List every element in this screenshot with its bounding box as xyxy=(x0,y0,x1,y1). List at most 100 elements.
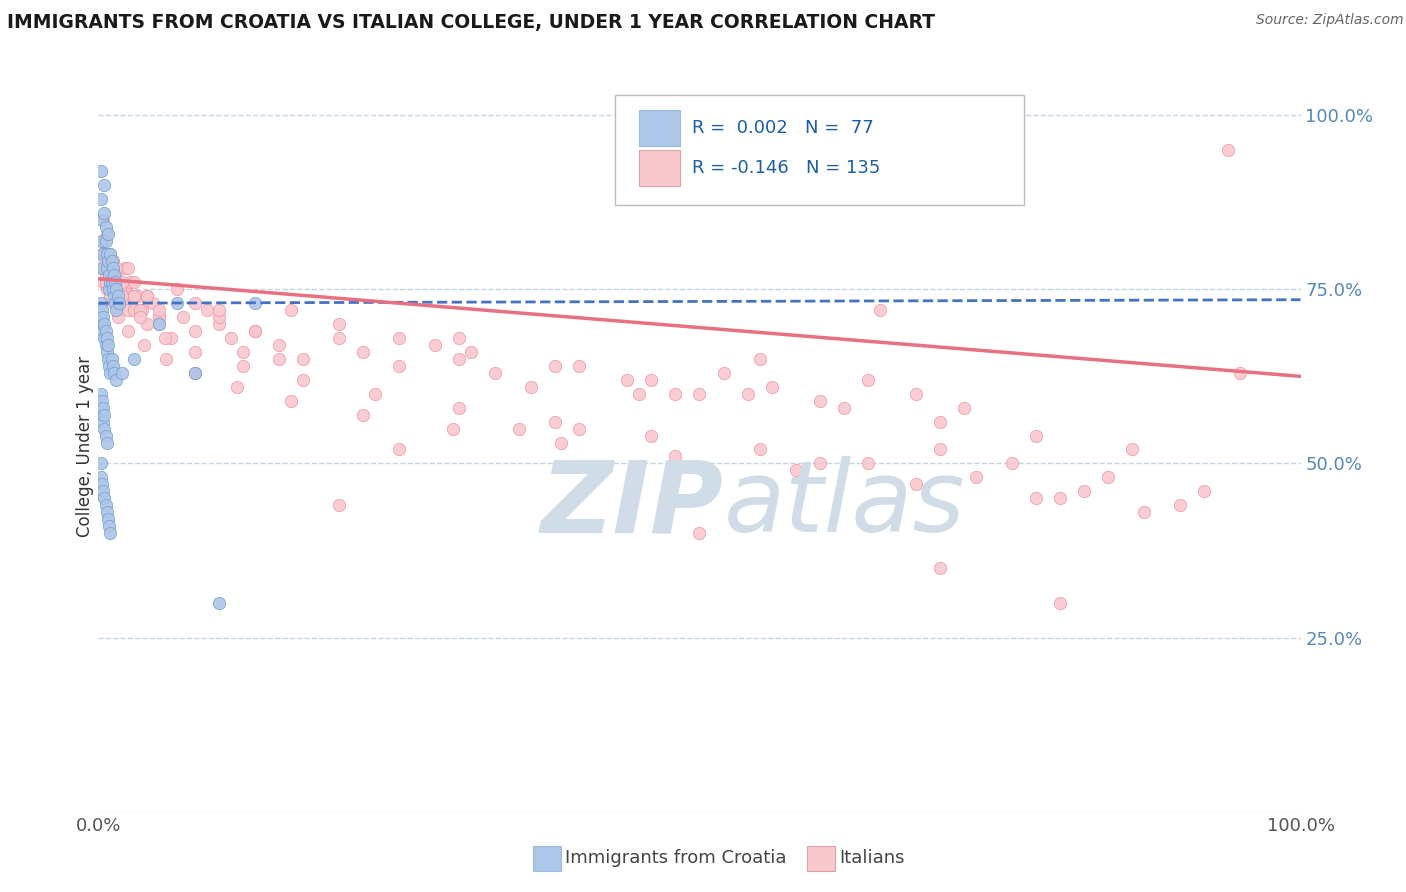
Point xyxy=(1218,143,1240,157)
Point xyxy=(183,296,205,310)
Point xyxy=(91,393,114,408)
Point xyxy=(118,275,141,289)
FancyBboxPatch shape xyxy=(640,110,681,145)
Point xyxy=(91,234,114,248)
Point xyxy=(121,289,143,303)
Point xyxy=(689,386,711,401)
Point xyxy=(111,296,134,310)
Point xyxy=(93,247,115,261)
Point xyxy=(183,324,205,338)
Point xyxy=(131,303,153,318)
Point xyxy=(135,317,157,331)
Point xyxy=(93,247,115,261)
Point xyxy=(568,421,591,435)
Point xyxy=(155,351,177,366)
Point xyxy=(98,359,121,373)
Point xyxy=(107,303,129,318)
Point xyxy=(388,359,411,373)
Point xyxy=(91,484,114,499)
Point xyxy=(124,289,146,303)
Point xyxy=(97,338,120,352)
Point xyxy=(91,401,114,415)
Point xyxy=(96,331,118,345)
Point xyxy=(96,435,118,450)
Point xyxy=(328,498,350,512)
Point xyxy=(101,254,124,268)
Point xyxy=(100,289,122,303)
Point xyxy=(132,338,155,352)
Point xyxy=(352,345,374,359)
Point xyxy=(111,289,134,303)
Point xyxy=(208,310,231,325)
Point xyxy=(713,366,735,380)
Point xyxy=(90,261,112,276)
Point xyxy=(640,373,662,387)
Point xyxy=(148,310,170,325)
Point xyxy=(100,247,122,261)
Point xyxy=(91,254,114,268)
Point xyxy=(953,401,976,415)
Point xyxy=(114,282,136,296)
Point xyxy=(748,442,770,457)
Point xyxy=(94,428,117,442)
Point xyxy=(97,227,120,241)
Point xyxy=(208,596,231,610)
Point xyxy=(108,282,131,296)
Point xyxy=(94,324,117,338)
Point xyxy=(785,463,807,477)
Text: Immigrants from Croatia: Immigrants from Croatia xyxy=(565,849,787,867)
Point xyxy=(328,331,350,345)
Point xyxy=(107,289,129,303)
Point xyxy=(91,477,114,491)
Point xyxy=(114,261,136,276)
Point xyxy=(148,303,170,318)
Point xyxy=(135,289,157,303)
Point xyxy=(1133,505,1156,519)
Point xyxy=(928,415,950,429)
Point xyxy=(90,470,112,484)
Point xyxy=(568,359,591,373)
Point xyxy=(243,296,266,310)
Point xyxy=(484,366,506,380)
Point xyxy=(117,303,139,318)
Point xyxy=(195,303,218,318)
Point xyxy=(93,254,115,268)
Point xyxy=(93,491,115,506)
Point xyxy=(135,289,157,303)
Point xyxy=(388,331,411,345)
Point xyxy=(91,275,114,289)
Point xyxy=(96,261,118,276)
Point xyxy=(129,310,152,325)
Point xyxy=(97,512,120,526)
Point xyxy=(148,310,170,325)
FancyBboxPatch shape xyxy=(616,95,1024,204)
Point xyxy=(508,421,530,435)
Point xyxy=(1025,428,1047,442)
Point xyxy=(148,317,170,331)
Point xyxy=(91,408,114,422)
Point xyxy=(243,324,266,338)
Text: R =  0.002   N =  77: R = 0.002 N = 77 xyxy=(692,119,875,136)
Point xyxy=(153,331,176,345)
Point xyxy=(91,303,114,318)
Point xyxy=(103,268,125,283)
Text: atlas: atlas xyxy=(724,456,965,553)
Text: R = -0.146   N = 135: R = -0.146 N = 135 xyxy=(692,159,880,177)
Point xyxy=(748,351,770,366)
Point xyxy=(129,303,152,318)
Point xyxy=(103,289,125,303)
Point xyxy=(267,351,290,366)
Point xyxy=(124,303,146,318)
Point xyxy=(100,289,122,303)
Point xyxy=(94,234,117,248)
Point xyxy=(1194,484,1216,499)
Point xyxy=(267,338,290,352)
Point xyxy=(664,386,686,401)
Point xyxy=(94,338,117,352)
Point xyxy=(94,219,117,234)
Point xyxy=(928,442,950,457)
Point xyxy=(291,351,314,366)
Point xyxy=(105,289,128,303)
Point xyxy=(111,366,134,380)
Point xyxy=(100,275,122,289)
